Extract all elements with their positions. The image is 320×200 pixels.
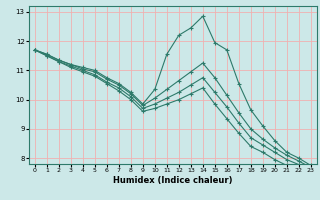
X-axis label: Humidex (Indice chaleur): Humidex (Indice chaleur) xyxy=(113,176,233,185)
